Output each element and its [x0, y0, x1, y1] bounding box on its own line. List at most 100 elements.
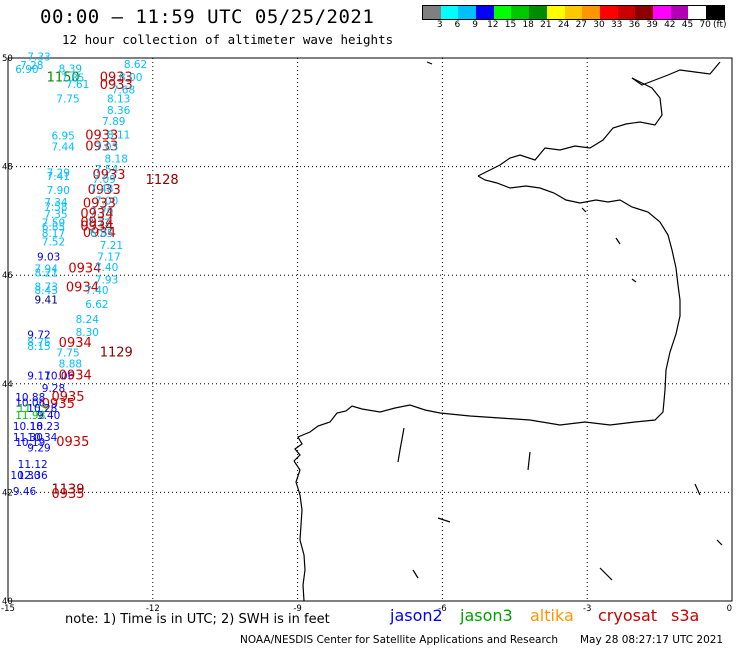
river	[694, 483, 701, 496]
island	[426, 61, 433, 65]
legend-swatch	[670, 6, 689, 19]
longitude-tick-label: -6	[438, 604, 446, 614]
wave-height-value: 7.52	[42, 236, 65, 248]
legend-swatch	[599, 6, 618, 19]
legend-label: 30	[593, 20, 605, 30]
wave-height-value: 8.88	[59, 359, 82, 371]
wave-height-value: 8.18	[105, 153, 128, 165]
wave-height-value: 7.90	[47, 185, 70, 197]
wave-height-value: 7.00	[95, 196, 118, 208]
river	[397, 427, 405, 463]
legend-label: 6	[454, 20, 461, 30]
wave-height-value: 7.93	[95, 274, 118, 286]
wave-height-value: 11.12	[18, 459, 48, 471]
page-subtitle: 12 hour collection of altimeter wave hei…	[62, 32, 394, 47]
wave-height-value: 12.36	[18, 470, 48, 482]
wave-height-value: 10.06	[44, 370, 74, 382]
wave-height-value: 6.85	[90, 228, 113, 240]
footer-note: note: 1) Time is in UTC; 2) SWH is in fe…	[65, 612, 330, 627]
iberia-coastline	[293, 175, 681, 462]
legend-unit: (ft)	[713, 20, 727, 30]
wave-height-value: 7.79	[90, 206, 113, 218]
wave-height-value: 8.17	[42, 228, 65, 240]
wave-height-value: 6.62	[85, 299, 108, 311]
wave-height-value: 7.28	[20, 60, 43, 72]
pass-time-label: 0933	[100, 78, 133, 93]
wave-height-value: 8.75	[27, 337, 50, 349]
wave-height-value: 7.48	[90, 184, 113, 196]
wave-height-value: 7.17	[97, 252, 120, 264]
wave-height-value: 8.39	[59, 64, 82, 76]
wave-height-value: 7.58	[44, 202, 67, 214]
legend-label: 70	[699, 20, 711, 30]
page-title: 00:00 – 11:59 UTC 05/25/2021	[40, 6, 375, 28]
wave-height-value: 11.98	[15, 410, 45, 422]
legend-label: 15	[504, 20, 517, 30]
wave-height-value: 8.24	[76, 314, 100, 326]
legend-label: 21	[540, 20, 552, 30]
wave-height-value: 10.06	[15, 398, 45, 410]
legend-swatch	[511, 6, 530, 19]
legend-label: 45	[681, 20, 694, 30]
legend-swatch	[529, 6, 547, 19]
pass-time-label: 0933	[83, 196, 116, 211]
legend-label: 36	[628, 20, 641, 30]
pass-time-label: 1150	[47, 70, 80, 85]
wave-height-value: 7.35	[44, 209, 67, 221]
wave-height-value: 10.18	[13, 421, 43, 433]
wave-height-value: 7.59	[42, 217, 65, 229]
pass-time-label: 0934	[68, 261, 101, 276]
wave-height-value: 10.19	[15, 437, 45, 449]
wave-height-value: 10.23	[30, 421, 60, 433]
legend-label: 9	[472, 20, 478, 30]
legend-swatch	[706, 6, 724, 19]
legend-label: 24	[557, 20, 570, 30]
wave-height-value: 7.33	[27, 52, 50, 64]
satellite-legend-item: altika	[530, 606, 574, 625]
pass-time-label: 1139	[51, 482, 84, 497]
wave-height-value: 7.68	[112, 84, 135, 96]
satellite-legend-item: cryosat	[598, 606, 658, 625]
pass-time-label: 1129	[100, 346, 133, 361]
island	[581, 207, 587, 213]
credit-line: NOAA/NESDIS Center for Satellite Applica…	[240, 634, 558, 646]
wave-height-value: 8.00	[119, 72, 142, 84]
pass-time-label: 0934	[83, 226, 116, 241]
wave-height-value: 8.15	[27, 341, 50, 353]
legend-swatch	[688, 6, 706, 19]
map-frame	[7, 57, 733, 602]
wave-height-value: 10.88	[15, 392, 45, 404]
wave-height-value: 9.29	[27, 443, 50, 455]
pass-time-label: 0935	[51, 487, 84, 502]
latitude-tick-label: 42	[2, 488, 13, 498]
pass-time-label: 0934	[80, 220, 113, 235]
legend-swatch	[493, 6, 512, 19]
satellite-legend-item: s3a	[671, 606, 700, 625]
legend-label: 27	[575, 20, 588, 30]
pass-time-label: 0935	[51, 390, 84, 405]
wave-height-value: 6.85	[42, 222, 65, 234]
pass-time-label: 0933	[85, 128, 118, 143]
river	[716, 539, 723, 546]
latitude-tick-label: 46	[2, 271, 13, 281]
legend-swatch	[423, 6, 441, 19]
legend-swatch	[635, 6, 653, 19]
pass-time-label: 0934	[59, 368, 92, 383]
cornwall-coastline	[631, 61, 721, 86]
legend-swatch	[546, 6, 565, 19]
latitude-tick-label: 50	[2, 54, 13, 64]
wave-height-value: 7.61	[66, 79, 89, 91]
legend-swatch	[617, 6, 636, 19]
longitude-tick-label: -15	[1, 604, 15, 614]
pass-time-label: 0933	[92, 168, 125, 183]
wave-height-value: 11.53	[18, 403, 48, 415]
wave-height-value: 8.30	[76, 327, 99, 339]
generated-timestamp: May 28 08:27:17 UTC 2021	[580, 634, 724, 646]
wave-height-value: 9.28	[42, 383, 65, 395]
legend-label: 3	[436, 20, 443, 30]
wave-height-value: 7.40	[95, 262, 118, 274]
wave-height-value: 7.03	[95, 141, 118, 153]
